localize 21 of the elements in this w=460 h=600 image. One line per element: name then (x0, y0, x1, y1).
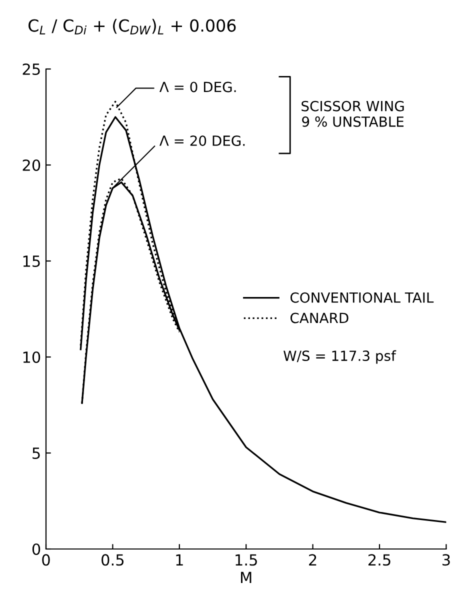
x-tick-label: 1 (176, 554, 183, 566)
y-tick-label: 5 (32, 448, 40, 460)
annotation: Λ = 0 DEG. (160, 82, 236, 92)
x-tick-label: 3 (442, 554, 450, 566)
y-tick-label: 10 (23, 351, 40, 364)
x-tick-label: 0.5 (102, 554, 124, 566)
text: C$_{L}$ / C$_{Di}$ + (C$_{DW}$)$_{L}$ + 0.006 (28, 18, 236, 34)
x-tick-label: 0 (42, 554, 50, 566)
y-tick-label: 15 (23, 256, 40, 268)
x-tick-label: 2.5 (368, 554, 390, 566)
legend-label: CANARD (290, 312, 348, 324)
annotation: Λ = 20 DEG. (160, 135, 245, 146)
annotation: SCISSOR WING 9 % UNSTABLE (302, 100, 404, 127)
annotation: W/S = 117.3 psf (284, 350, 396, 364)
x-axis-title: M (241, 572, 252, 584)
y-tick-label: 25 (22, 63, 40, 76)
x-tick-label: 2 (309, 554, 316, 566)
y-tick-label: 0 (32, 543, 40, 556)
x-tick-label: 1.5 (236, 554, 257, 566)
y-tick-label: 20 (22, 159, 40, 172)
legend-label: CONVENTIONAL TAIL (290, 292, 434, 303)
